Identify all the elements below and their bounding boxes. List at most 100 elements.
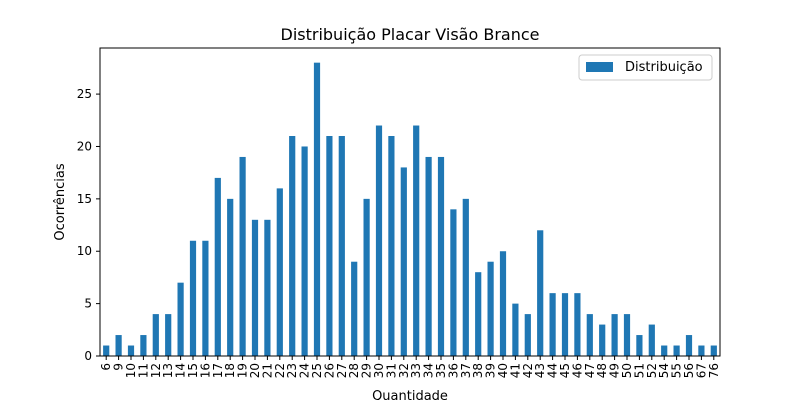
bar-47	[586, 314, 593, 356]
x-tick-label: 43	[533, 363, 547, 378]
legend-box	[578, 54, 713, 81]
x-tick-label: 14	[174, 363, 188, 378]
bar-39	[487, 261, 494, 356]
x-axis-label: Quantidade	[372, 389, 448, 400]
bar-27	[338, 136, 345, 356]
legend-swatch	[586, 62, 613, 72]
bar-34	[425, 156, 432, 356]
bar-13	[165, 314, 172, 356]
legend: Distribuição	[578, 54, 713, 81]
bar-42	[524, 314, 531, 356]
y-tick-label: 25	[77, 87, 92, 101]
x-tick-label: 18	[223, 363, 237, 378]
x-tick-label: 20	[248, 363, 262, 378]
x-tick-label: 67	[694, 363, 708, 378]
y-tick-label: 20	[77, 139, 92, 153]
bar-25	[313, 62, 321, 357]
x-tick-label: 54	[657, 363, 671, 378]
bar-9	[115, 335, 122, 356]
x-tick-label: 25	[310, 363, 324, 378]
x-tick-label: 35	[434, 363, 448, 378]
x-tick-label: 16	[198, 363, 212, 378]
x-tick-label: 19	[236, 363, 250, 378]
x-tick-label: 44	[546, 363, 560, 378]
x-tick-label: 49	[608, 363, 622, 378]
x-tick-label: 42	[521, 363, 535, 378]
x-tick-label: 24	[298, 363, 312, 378]
bar-15	[189, 240, 197, 356]
x-tick-label: 27	[335, 363, 349, 378]
bar-17	[214, 177, 221, 356]
x-tick-label: 46	[570, 363, 584, 378]
bar-43	[537, 230, 544, 356]
x-tick-label: 37	[459, 363, 473, 378]
bar-40	[499, 251, 507, 356]
bar-36	[450, 209, 457, 356]
bar-29	[363, 198, 370, 356]
bar-38	[475, 272, 482, 356]
x-tick-label: 15	[186, 363, 200, 378]
y-axis-label: Ocorrências	[53, 163, 68, 240]
bar-56	[685, 335, 693, 356]
bar-51	[636, 335, 643, 356]
bar-21	[264, 219, 271, 356]
bar-30	[375, 125, 383, 357]
bar-11	[140, 335, 147, 356]
bar-33	[413, 125, 420, 357]
x-tick-label: 38	[471, 363, 485, 378]
x-tick-label: 22	[273, 363, 287, 378]
x-tick-label: 51	[632, 363, 646, 378]
x-tick-label: 40	[496, 363, 510, 378]
bar-20	[251, 219, 259, 356]
bar-55	[673, 345, 680, 356]
x-tick-label: 30	[372, 363, 386, 378]
bar-6	[103, 345, 110, 356]
x-tick-label: 55	[670, 363, 684, 378]
x-tick-label: 11	[136, 363, 150, 378]
bar-54	[661, 345, 668, 356]
y-axis: 0 5 10 15 20 25	[77, 87, 100, 363]
chart-title: Distribuição Placar Visão Brance	[281, 25, 540, 44]
x-tick-label: 39	[484, 363, 498, 378]
bar-44	[549, 293, 556, 356]
x-tick-label: 36	[446, 363, 460, 378]
bar-14	[177, 282, 184, 356]
bar-35	[437, 156, 445, 356]
x-tick-label: 45	[558, 363, 572, 378]
x-tick-label: 26	[322, 363, 336, 378]
bar-28	[351, 261, 358, 356]
x-tick-label: 47	[583, 363, 597, 378]
bar-24	[301, 146, 308, 356]
x-axis: 6910111213141516171819202122232425262728…	[99, 356, 721, 378]
y-tick-label: 15	[77, 192, 92, 206]
x-tick-label: 56	[682, 363, 696, 378]
bar-67	[698, 345, 705, 356]
x-tick-label: 33	[409, 363, 423, 378]
x-tick-label: 28	[347, 363, 361, 378]
x-tick-label: 52	[645, 363, 659, 378]
x-tick-label: 10	[124, 363, 138, 378]
x-tick-label: 13	[161, 363, 175, 378]
bars-group	[103, 62, 717, 357]
bar-41	[512, 303, 519, 356]
y-tick-label: 5	[84, 297, 92, 311]
x-tick-label: 9	[112, 363, 126, 371]
plot-frame	[99, 47, 721, 357]
x-tick-label: 34	[422, 363, 436, 378]
bar-19	[239, 156, 246, 356]
x-tick-label: 12	[149, 363, 163, 378]
x-tick-label: 6	[99, 363, 113, 371]
bar-46	[574, 293, 581, 356]
x-tick-label: 21	[260, 363, 274, 378]
bar-48	[599, 324, 606, 356]
x-tick-label: 29	[360, 363, 374, 378]
bar-18	[227, 198, 234, 356]
bar-22	[276, 188, 283, 356]
x-tick-label: 41	[508, 363, 522, 378]
x-tick-label: 17	[211, 363, 225, 378]
y-tick-label: 10	[77, 244, 92, 258]
bar-26	[326, 136, 333, 356]
bar-32	[400, 167, 407, 356]
bar-49	[611, 314, 618, 356]
